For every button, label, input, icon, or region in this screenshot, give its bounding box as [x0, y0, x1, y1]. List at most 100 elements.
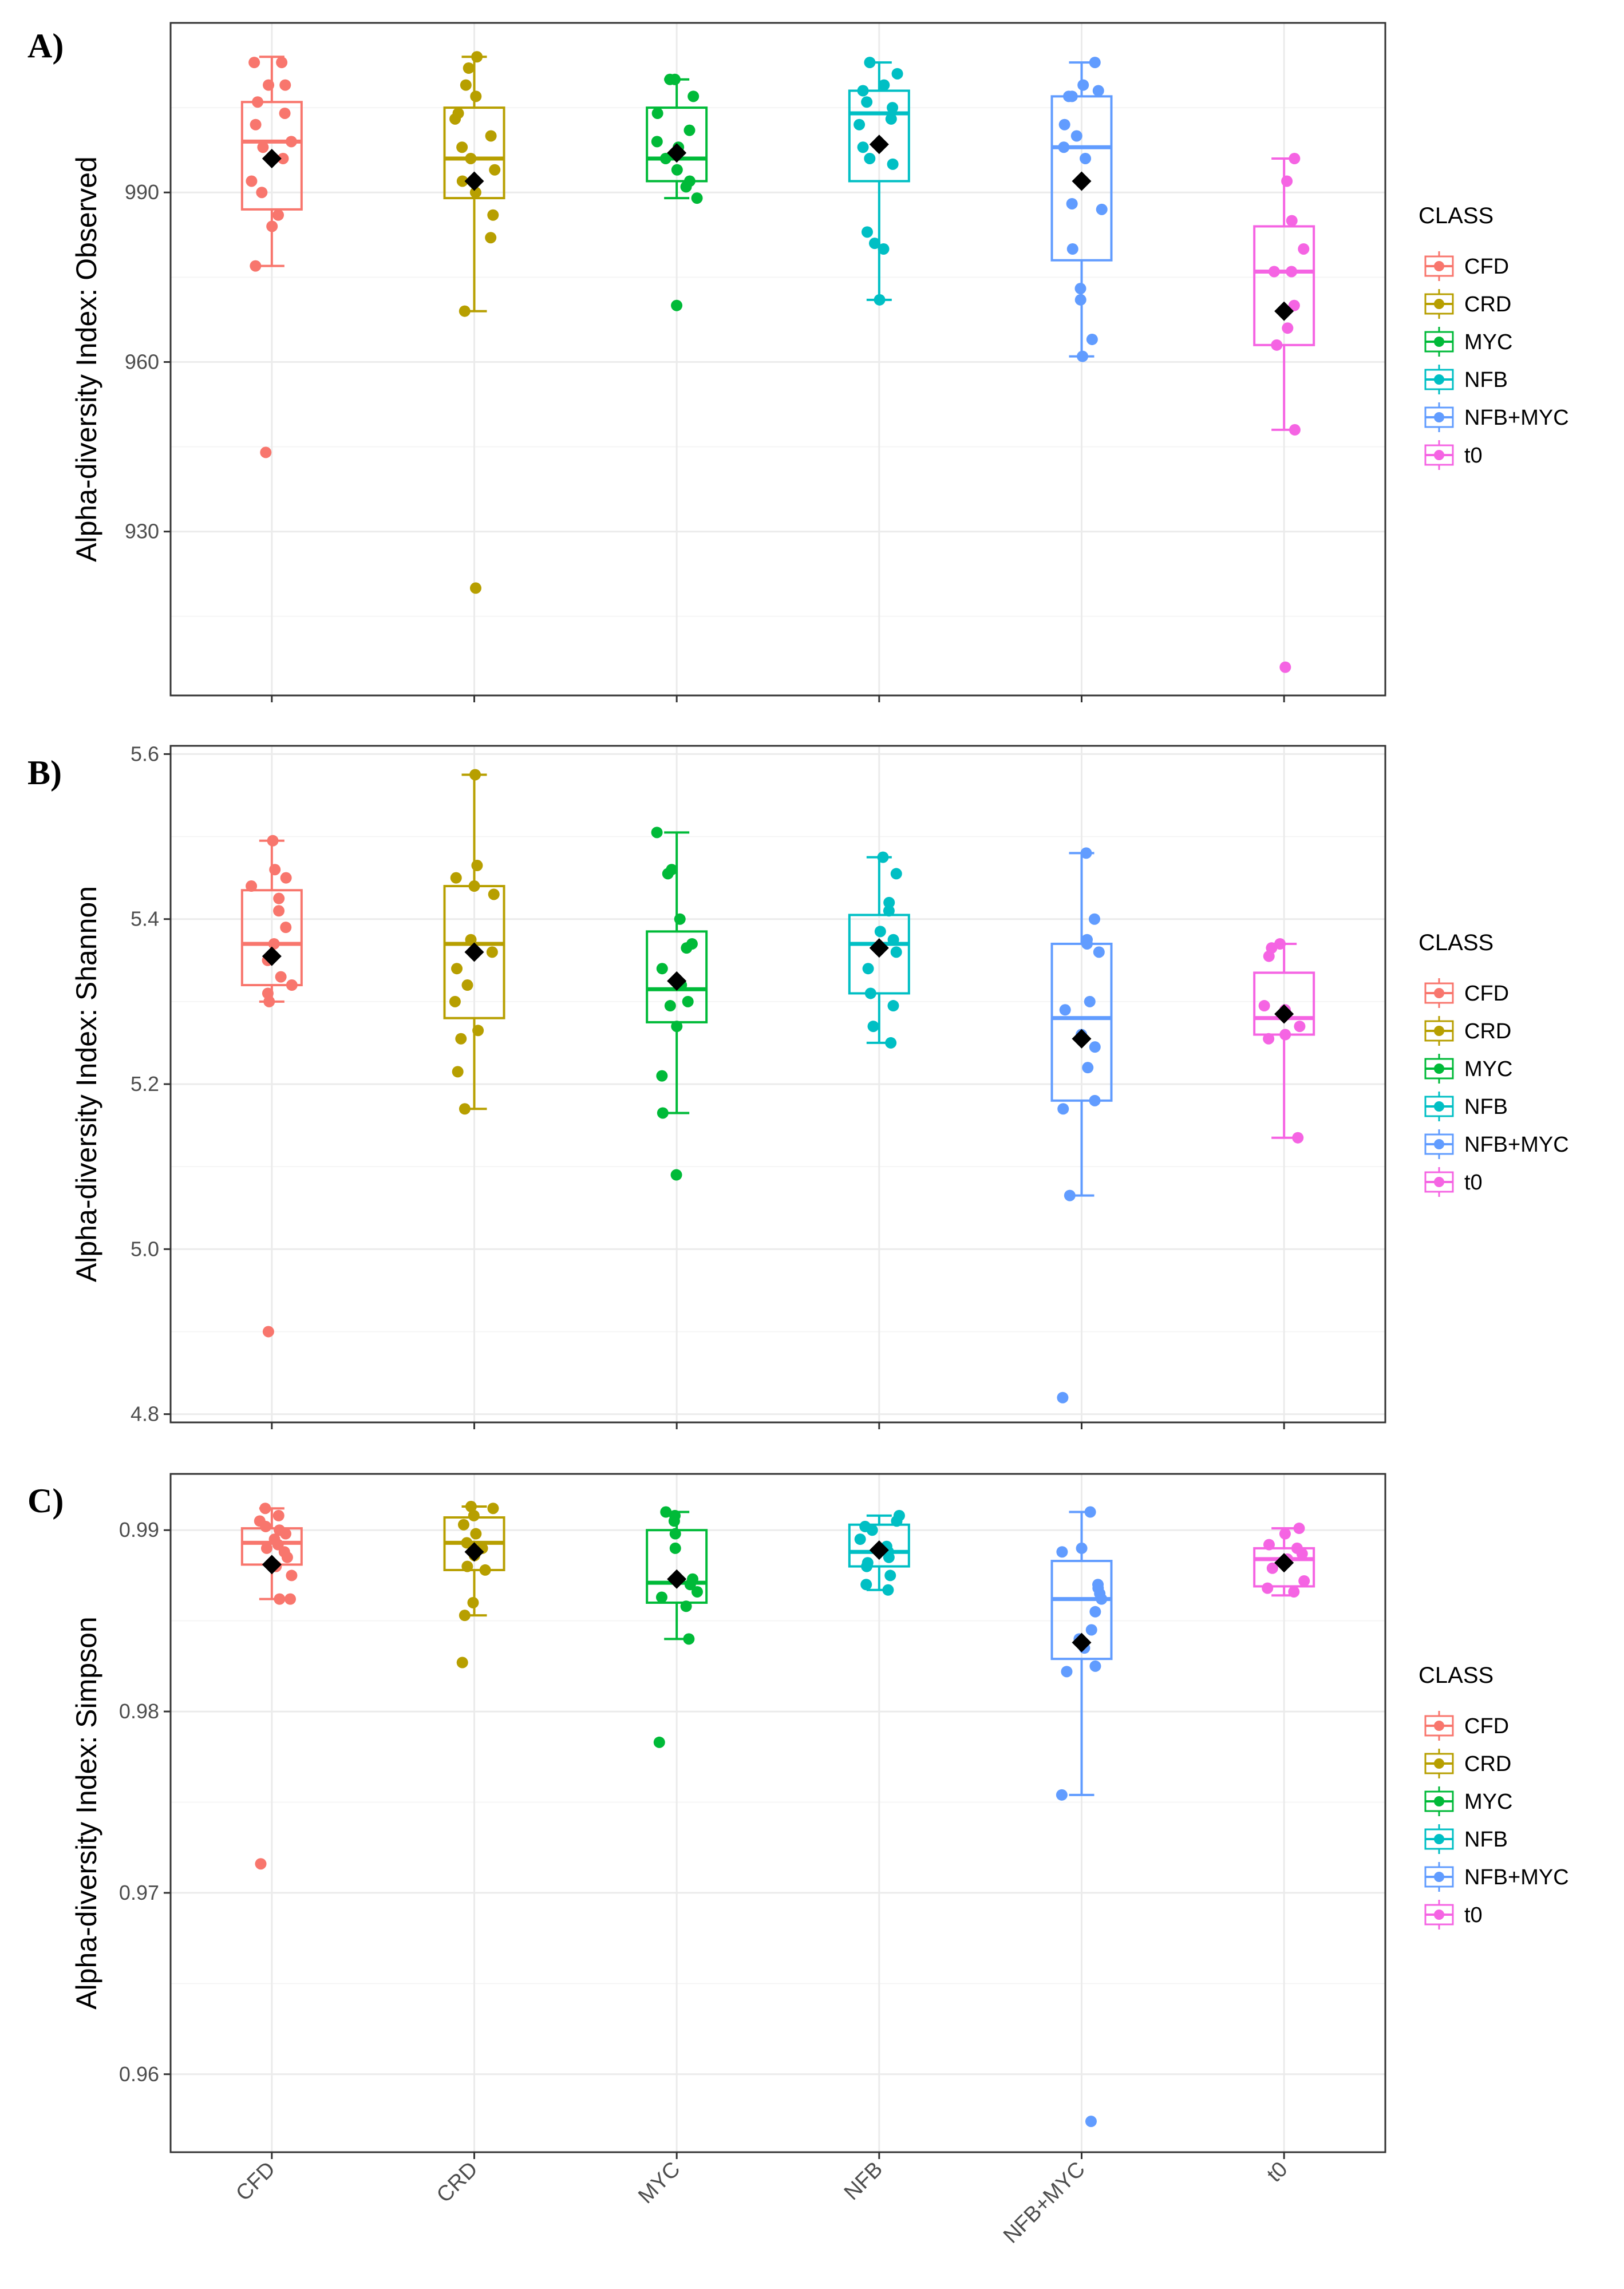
- data-point-MYC: [664, 73, 676, 85]
- data-point-NFB+MYC: [1089, 1606, 1101, 1618]
- data-point-CFD: [252, 96, 264, 108]
- data-point-NFB+MYC: [1089, 1041, 1101, 1053]
- data-point-t0: [1298, 1575, 1310, 1587]
- data-point-NFB: [861, 226, 873, 238]
- data-point-t0: [1279, 661, 1291, 673]
- data-point-CFD: [268, 938, 280, 950]
- data-point-CRD: [459, 1610, 471, 1622]
- mean-marker-NFB: [869, 938, 889, 958]
- data-point-NFB+MYC: [1057, 1103, 1069, 1115]
- y-tick-label: 990: [125, 180, 159, 204]
- box-iqr: [240, 889, 303, 987]
- data-point-MYC: [687, 90, 700, 102]
- data-point-MYC: [691, 1586, 703, 1598]
- data-point-NFB+MYC: [1080, 847, 1092, 859]
- data-point-CRD: [469, 582, 481, 594]
- legend-key-NFB: [1424, 365, 1454, 394]
- data-point-NFB: [874, 294, 886, 306]
- data-point-CFD: [279, 107, 291, 119]
- data-point-t0: [1282, 322, 1294, 334]
- data-point-CRD: [468, 880, 480, 892]
- data-point-CRD: [472, 1025, 484, 1037]
- data-point-NFB: [860, 1579, 872, 1591]
- box-t0: [1253, 942, 1315, 1139]
- data-point-CFD: [246, 175, 258, 187]
- data-point-NFB: [885, 113, 897, 125]
- data-point-CFD: [279, 1528, 291, 1540]
- legend-key-MYC: [1424, 1054, 1454, 1084]
- data-point-CFD: [267, 835, 279, 847]
- data-point-NFB+MYC: [1058, 141, 1070, 153]
- data-point-t0: [1271, 339, 1283, 351]
- data-point-t0: [1262, 1582, 1274, 1594]
- mean-marker-CFD: [262, 1555, 282, 1575]
- box-iqr: [646, 106, 708, 183]
- box-iqr: [848, 89, 910, 183]
- data-point-CFD: [248, 57, 260, 69]
- data-point-NFB+MYC: [1058, 118, 1070, 131]
- data-point-t0: [1289, 424, 1301, 436]
- legend-key-NFB: [1424, 1092, 1454, 1121]
- data-point-CFD: [259, 1503, 271, 1515]
- data-point-CRD: [449, 113, 461, 125]
- data-point-MYC: [659, 152, 671, 164]
- x-tick-label: NFB+MYC: [999, 2157, 1090, 2248]
- data-point-CFD: [263, 995, 275, 1007]
- legend-key-MYC: [1424, 1786, 1454, 1816]
- legend-key-t0: [1424, 1900, 1454, 1930]
- data-point-MYC: [651, 136, 663, 148]
- data-point-CFD: [262, 1326, 274, 1338]
- data-point-NFB+MYC: [1064, 1189, 1076, 1201]
- data-point-NFB: [887, 1000, 899, 1012]
- data-point-CRD: [452, 1066, 464, 1078]
- data-point-NFB: [887, 934, 899, 946]
- legend-key-CFD: [1424, 978, 1454, 1008]
- legend-key-NFB+MYC: [1424, 402, 1454, 432]
- data-point-CFD: [250, 260, 262, 272]
- data-point-CRD: [451, 963, 463, 975]
- data-point-CRD: [470, 90, 482, 102]
- data-point-NFB: [891, 1515, 903, 1527]
- mean-marker-NFB: [869, 135, 889, 155]
- data-point-CFD: [277, 152, 289, 164]
- x-tick-label: NFB: [840, 2157, 887, 2205]
- x-tick-label: MYC: [634, 2157, 685, 2208]
- data-point-CRD: [471, 860, 483, 872]
- data-point-CFD: [273, 892, 285, 904]
- data-point-NFB+MYC: [1081, 938, 1093, 950]
- data-point-NFB: [862, 963, 874, 975]
- legend: CLASS CFD CRD MYC NFB NFB+MYC t0: [1418, 1663, 1569, 1930]
- data-point-CFD: [246, 880, 258, 892]
- data-point-CRD: [460, 79, 472, 91]
- legend-key-CFD: [1424, 1711, 1454, 1741]
- data-point-CRD: [461, 1560, 473, 1572]
- data-point-NFB: [878, 79, 890, 91]
- mean-marker-MYC: [667, 1569, 687, 1589]
- data-point-NFB+MYC: [1096, 1593, 1108, 1605]
- data-point-NFB+MYC: [1056, 1789, 1068, 1801]
- data-point-t0: [1279, 1528, 1291, 1540]
- box-iqr: [1050, 95, 1113, 262]
- legend-label-CRD: CRD: [1464, 1752, 1511, 1776]
- data-point-CFD: [272, 209, 285, 221]
- data-point-t0: [1292, 1132, 1304, 1144]
- data-point-NFB+MYC: [1076, 1542, 1088, 1554]
- data-point-CRD: [459, 1103, 471, 1115]
- panel-1: 930 960 990 Alpha-diversity Index: Observed…: [27, 22, 1569, 702]
- mean-marker-CFD: [262, 148, 282, 168]
- data-point-NFB+MYC: [1084, 1506, 1096, 1518]
- data-point-CRD: [459, 305, 471, 317]
- data-point-CRD: [461, 979, 473, 991]
- legend-label-MYC: MYC: [1464, 1057, 1512, 1081]
- data-point-NFB+MYC: [1089, 57, 1101, 69]
- legend-key-MYC: [1424, 327, 1454, 357]
- data-point-t0: [1293, 1523, 1305, 1535]
- y-tick-label: 5.4: [131, 907, 159, 931]
- data-point-NFB: [878, 243, 890, 255]
- data-point-CRD: [479, 1564, 491, 1576]
- data-point-CFD: [286, 979, 298, 991]
- legend-label-NFB+MYC: NFB+MYC: [1464, 406, 1569, 430]
- data-point-MYC: [682, 995, 694, 1007]
- data-point-NFB+MYC: [1074, 294, 1086, 306]
- y-tick-label: 5.6: [131, 742, 159, 765]
